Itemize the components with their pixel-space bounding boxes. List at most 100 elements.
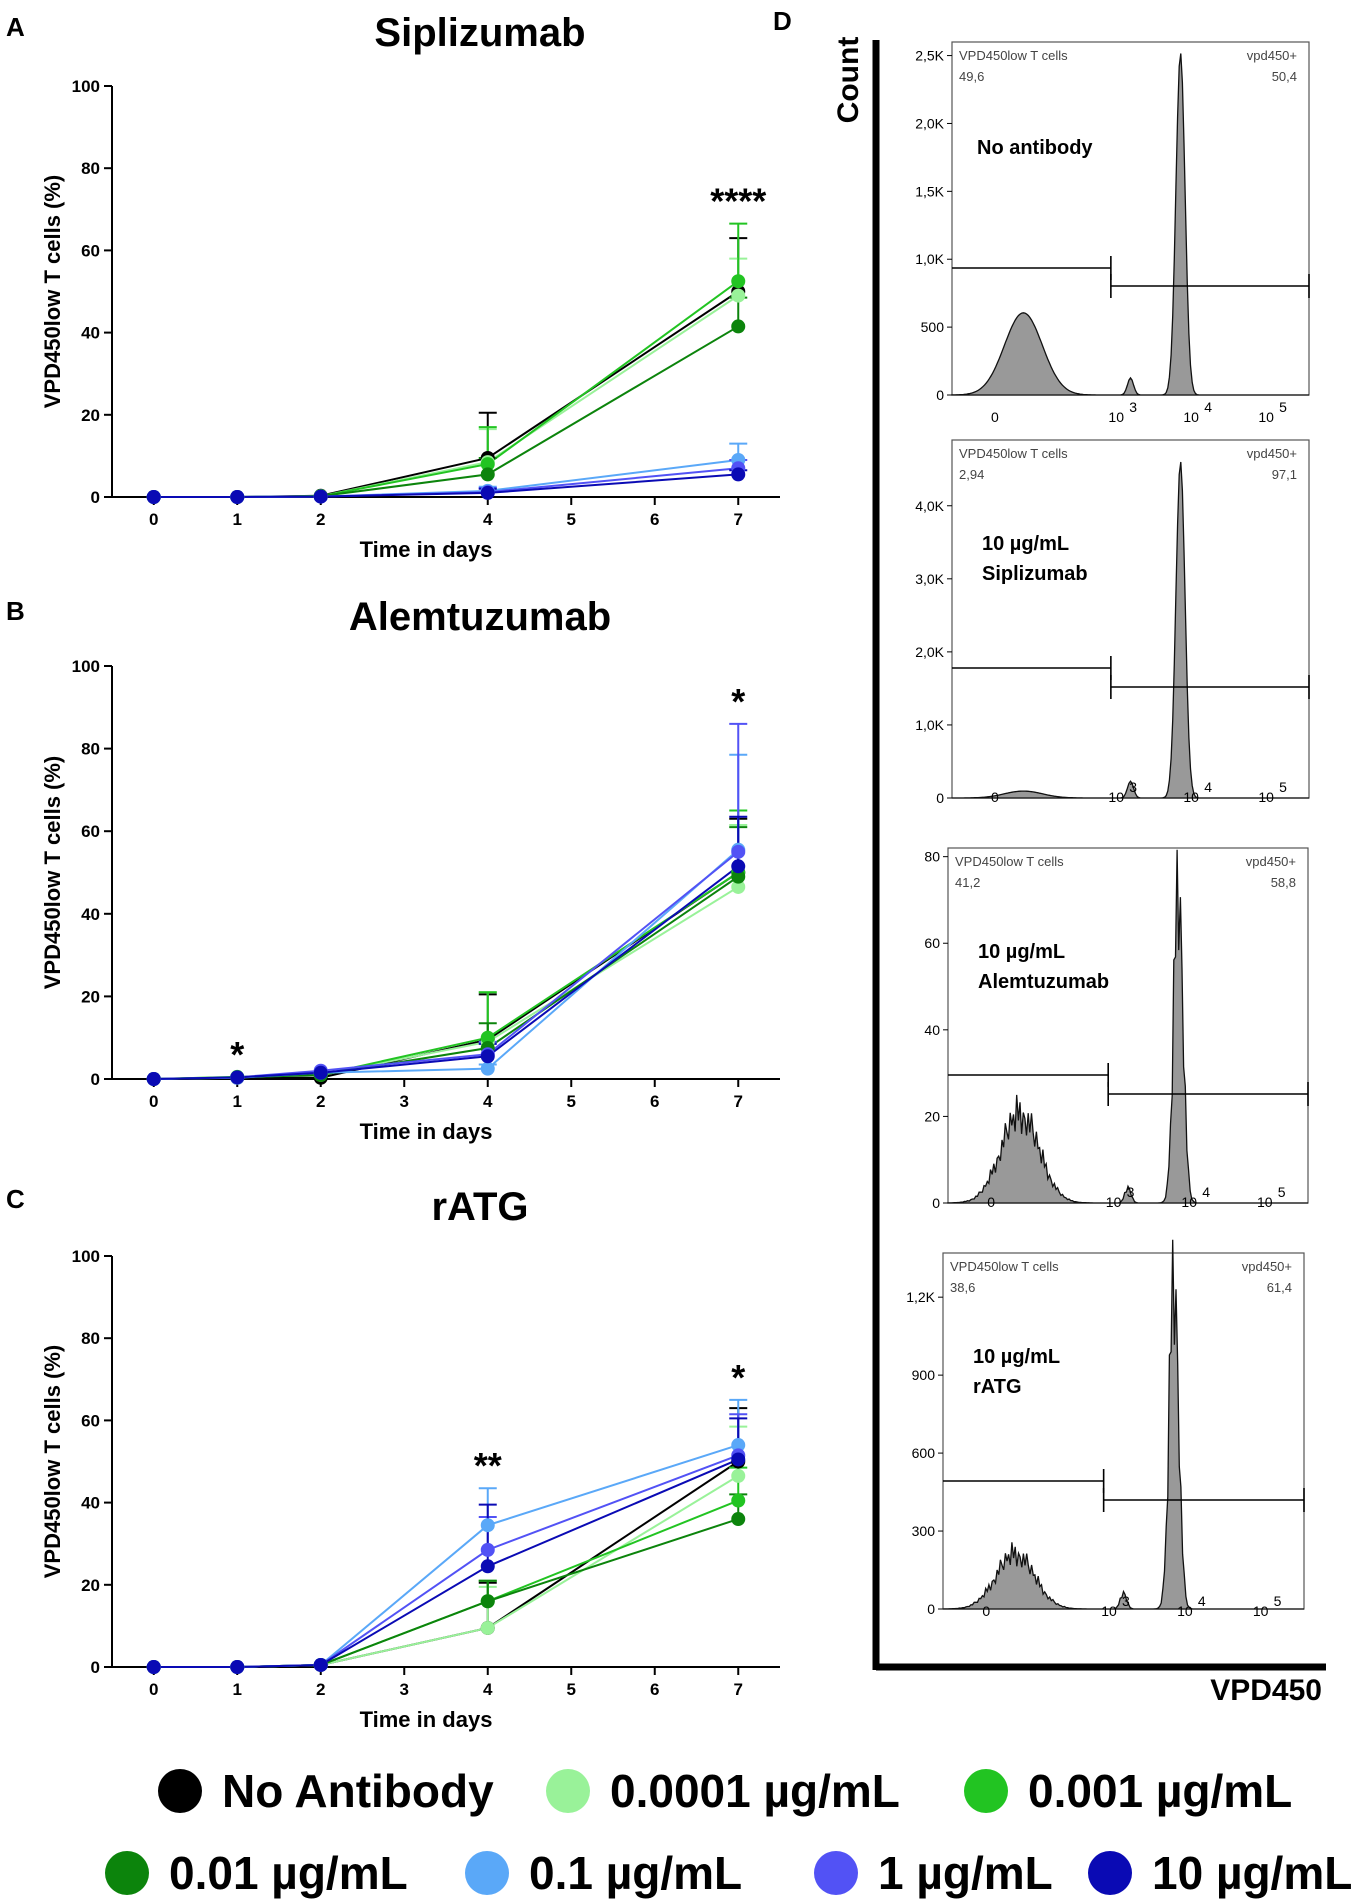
y-tick-label: 600 (912, 1445, 936, 1461)
data-point (731, 859, 746, 874)
gate-low-label: VPD450low T cells (955, 854, 1064, 869)
x-axis-label: Time in days (360, 1707, 493, 1732)
y-tick-label: 20 (81, 406, 100, 425)
legend-label: 0.1 µg/mL (529, 1847, 742, 1899)
x-tick-label: 10 (1181, 1194, 1197, 1210)
histogram-curve (942, 1239, 1304, 1610)
y-tick-label: 1,2K (906, 1289, 935, 1305)
legend-label: 0.0001 µg/mL (610, 1765, 900, 1817)
condition-label-line2: Siplizumab (982, 563, 1088, 585)
histogram-panel-4: 0 300 600 900 1,2K 0 10 3 10 4 10 5 VPD450low T cell… (906, 1239, 1305, 1619)
data-point (731, 467, 746, 482)
x-tick-label: 10 (1106, 1194, 1122, 1210)
x-tick-label: 7 (734, 510, 743, 529)
significance-label: * (731, 1357, 745, 1398)
condition-label-line2: Alemtuzumab (978, 971, 1109, 993)
gate-low-label: VPD450low T cells (959, 48, 1068, 63)
histogram-panel-2: 0 1,0K 2,0K 3,0K 4,0K 0 10 3 10 4 10 5 VPD450low T c… (915, 439, 1310, 806)
x-tick-label: 5 (567, 510, 576, 529)
x-tick-exponent: 4 (1204, 399, 1212, 415)
x-tick-label: 2 (316, 1680, 325, 1699)
panel-letter: B (6, 596, 25, 626)
x-tick-label: 7 (734, 1680, 743, 1699)
y-tick-label: 0 (936, 387, 944, 403)
data-point (146, 490, 161, 504)
y-tick-label: 40 (81, 1494, 100, 1513)
significance-label: ** (474, 1445, 502, 1486)
chart-title: rATG (431, 1185, 528, 1229)
y-axis-label: VPD450low T cells (%) (40, 1345, 65, 1579)
x-tick-label: 0 (149, 1092, 158, 1111)
y-tick-label: 40 (81, 324, 100, 343)
histogram-panel-1: 0 500 1,0K 1,5K 2,0K 2,5K 0 10 3 10 4 10 5 VPD450low … (915, 41, 1310, 425)
x-tick-label: 5 (567, 1680, 576, 1699)
data-point (313, 489, 328, 504)
chart-title: Alemtuzumab (349, 595, 611, 639)
significance-label: * (731, 681, 745, 722)
gate-high-label: vpd450+ (1242, 1259, 1292, 1274)
legend-marker (105, 1851, 149, 1895)
significance-label: **** (710, 181, 766, 222)
y-tick-label: 4,0K (915, 498, 944, 514)
y-tick-label: 0 (91, 488, 100, 507)
x-tick-label: 0 (991, 789, 999, 805)
x-tick-label: 0 (149, 510, 158, 529)
x-tick-label: 10 (1108, 409, 1124, 425)
gate-high-label: vpd450+ (1247, 446, 1297, 461)
histogram-panel-3: 0 20 40 60 80 0 10 3 10 4 10 5 VPD450low T cells 41,2… (924, 847, 1309, 1211)
series-line (153, 1444, 739, 1668)
x-tick-label: 10 (1177, 1603, 1193, 1619)
chart-panel-a: A Siplizumab 0 20 40 60 80 100 0 1 2 4 5 6 7 Time in da… (6, 11, 780, 562)
data-point (480, 1049, 495, 1064)
x-tick-label: 1 (233, 510, 242, 529)
y-tick-label: 80 (81, 159, 100, 178)
legend-marker (465, 1851, 509, 1895)
data-point (480, 1620, 495, 1635)
legend-marker (546, 1769, 590, 1813)
legend-marker (158, 1769, 202, 1813)
condition-label: 10 µg/mL (973, 1346, 1060, 1368)
x-tick-label: 10 (1183, 409, 1199, 425)
y-tick-label: 100 (72, 77, 100, 96)
x-tick-label: 6 (650, 1092, 659, 1111)
y-axis-label: Count (832, 37, 865, 124)
y-tick-label: 80 (81, 1329, 100, 1348)
data-point (146, 1660, 161, 1674)
data-point (230, 1660, 245, 1674)
significance-label: * (230, 1034, 244, 1075)
x-tick-label: 7 (734, 1092, 743, 1111)
x-tick-label: 1 (233, 1092, 242, 1111)
x-tick-label: 0 (987, 1194, 995, 1210)
condition-label: No antibody (977, 137, 1093, 159)
x-tick-exponent: 3 (1127, 1184, 1135, 1200)
y-tick-label: 3,0K (915, 571, 944, 587)
x-tick-label: 4 (483, 510, 493, 529)
y-tick-label: 40 (924, 1022, 940, 1038)
y-tick-label: 20 (924, 1108, 940, 1124)
gate-high-percent: 61,4 (1267, 1280, 1292, 1295)
panel-letter: C (6, 1184, 25, 1214)
y-tick-label: 1,0K (915, 717, 944, 733)
chart-title: Siplizumab (374, 11, 585, 55)
y-tick-label: 0 (927, 1601, 935, 1617)
y-tick-label: 2,0K (915, 115, 944, 131)
gate-high-percent: 50,4 (1272, 69, 1297, 84)
y-tick-label: 0 (936, 790, 944, 806)
legend-marker (814, 1851, 858, 1895)
x-tick-exponent: 5 (1279, 399, 1287, 415)
x-tick-label: 10 (1257, 1194, 1273, 1210)
data-point (731, 1468, 746, 1483)
series-line (153, 1518, 739, 1668)
series-line (153, 1458, 739, 1668)
x-tick-label: 10 (1101, 1603, 1117, 1619)
gate-low-label: VPD450low T cells (959, 446, 1068, 461)
data-point (480, 1061, 495, 1076)
x-tick-label: 10 (1258, 409, 1274, 425)
y-tick-label: 60 (81, 1411, 100, 1430)
legend-item: No Antibody (158, 1765, 494, 1817)
condition-label: 10 µg/mL (982, 533, 1069, 555)
x-tick-label: 3 (400, 1680, 409, 1699)
chart-panel-b: B Alemtuzumab 0 20 40 60 80 100 0 1 2 3 4 5 6 7 Time in … (6, 595, 780, 1144)
x-tick-exponent: 4 (1202, 1184, 1210, 1200)
data-point (731, 1512, 746, 1527)
